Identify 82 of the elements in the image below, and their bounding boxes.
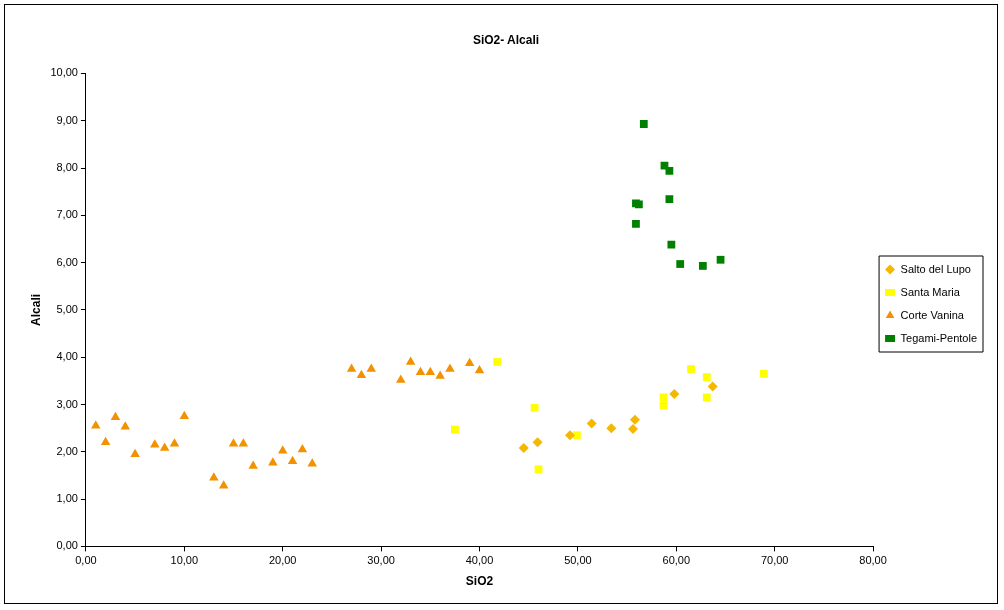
point [307, 458, 317, 467]
point [639, 120, 648, 128]
point [396, 374, 406, 383]
x-tick-label: 50,00 [564, 554, 592, 567]
point [518, 443, 529, 454]
x-tick-label: 60,00 [662, 554, 691, 567]
point [435, 370, 445, 379]
point [228, 438, 239, 447]
point [627, 424, 638, 435]
point [169, 438, 180, 447]
y-tick-label: 0,00 [56, 539, 78, 552]
point [445, 363, 455, 372]
y-axis-title: Alcali [28, 293, 43, 326]
y-tick-label: 1,00 [56, 492, 78, 505]
point [91, 420, 101, 429]
point [110, 411, 121, 421]
point [565, 430, 576, 441]
point [676, 260, 685, 268]
legend-label: Corte Vanina [900, 308, 965, 321]
point [297, 443, 308, 453]
point [287, 455, 298, 465]
point [346, 363, 357, 372]
point [238, 438, 249, 447]
point [707, 381, 718, 392]
point [629, 414, 640, 425]
point [179, 410, 190, 420]
point [493, 358, 502, 366]
point [248, 460, 258, 469]
point [698, 262, 707, 270]
y-tick-label: 4,00 [56, 350, 78, 363]
point [277, 445, 288, 454]
point [425, 366, 436, 376]
point [586, 418, 597, 429]
point [218, 480, 229, 489]
x-tick-label: 30,00 [367, 554, 395, 567]
x-tick-label: 20,00 [268, 554, 297, 567]
y-tick-label: 6,00 [56, 255, 78, 268]
legend-label: Tegami-Pentole [900, 331, 978, 344]
point [159, 442, 170, 451]
x-tick-label: 10,00 [170, 554, 199, 567]
y-tick-label: 7,00 [56, 208, 78, 221]
y-tick-label: 10,00 [50, 66, 78, 79]
point [665, 166, 674, 175]
point [451, 425, 459, 434]
point [130, 448, 140, 457]
point [702, 393, 711, 402]
y-tick-label: 9,00 [56, 113, 78, 126]
x-tick-label: 70,00 [760, 554, 789, 567]
x-tick-label: 40,00 [465, 554, 494, 567]
point [716, 255, 725, 264]
point [534, 465, 543, 474]
point [759, 369, 768, 378]
y-tick-label: 3,00 [56, 397, 78, 410]
point [573, 431, 581, 440]
legend-label: Santa Maria [900, 285, 961, 298]
chart-title: SiO2- Alcali [472, 32, 540, 47]
point [100, 436, 111, 446]
point [532, 437, 543, 448]
point [415, 366, 426, 376]
y-tick-label: 8,00 [56, 161, 78, 174]
legend-label: Salto del Lupo [900, 262, 971, 275]
x-tick-label: 80,00 [859, 554, 887, 567]
y-tick-label: 2,00 [56, 444, 78, 457]
x-axis-title: SiO2 [465, 574, 494, 589]
point [464, 357, 475, 367]
point [474, 364, 485, 374]
point [150, 439, 160, 448]
point [405, 356, 416, 365]
point [669, 389, 680, 400]
point [632, 219, 640, 228]
point [667, 240, 676, 249]
point [356, 369, 367, 378]
point [665, 195, 674, 204]
point [606, 423, 617, 434]
x-tick-label: 0,00 [75, 554, 97, 567]
point [209, 472, 219, 481]
point [530, 403, 539, 412]
point [366, 363, 377, 372]
point [687, 365, 695, 373]
point [702, 373, 711, 381]
point [268, 457, 278, 466]
y-tick-label: 5,00 [56, 302, 78, 315]
